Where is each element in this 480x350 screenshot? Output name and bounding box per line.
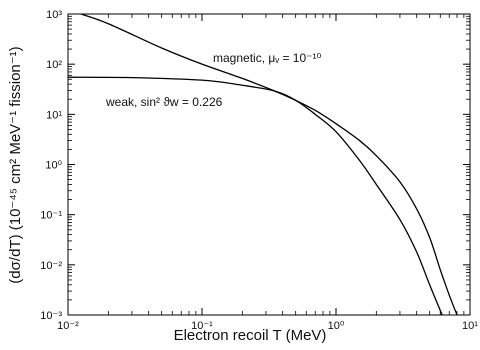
y-tick-label: 10⁻¹ xyxy=(40,210,62,222)
y-tick-label: 10⁻³ xyxy=(40,310,62,322)
y-tick-label: 10⁰ xyxy=(45,160,62,172)
x-axis: 10⁻² 10⁻¹ 10⁰ 10¹ xyxy=(57,14,478,332)
annotation-weak: weak, sin² ϑw = 0.226 xyxy=(105,95,223,109)
annotation-magnetic: magnetic, μᵥ = 10⁻¹⁰ xyxy=(213,51,321,65)
x-tick-label: 10⁻¹ xyxy=(191,320,213,332)
x-tick-label: 10¹ xyxy=(462,320,478,332)
y-axis-label: (dσ/dT) (10⁻⁴⁵ cm² MeV⁻¹ fission⁻¹) xyxy=(7,46,24,283)
weak-curve xyxy=(67,76,443,316)
y-tick-label: 10⁻² xyxy=(40,260,62,272)
x-tick-label: 10⁰ xyxy=(328,320,345,332)
y-tick-label: 10¹ xyxy=(46,109,62,121)
y-axis: 10⁻³ 10⁻² 10⁻¹ 10⁰ 10¹ 10² 10³ xyxy=(40,9,470,322)
series-lines xyxy=(67,13,458,316)
y-tick-label: 10³ xyxy=(46,9,62,21)
magnetic-curve xyxy=(80,13,458,316)
x-tick-label: 10⁻² xyxy=(57,320,79,332)
y-tick-label: 10² xyxy=(46,59,62,71)
x-axis-label: Electron recoil T (MeV) xyxy=(174,327,327,344)
